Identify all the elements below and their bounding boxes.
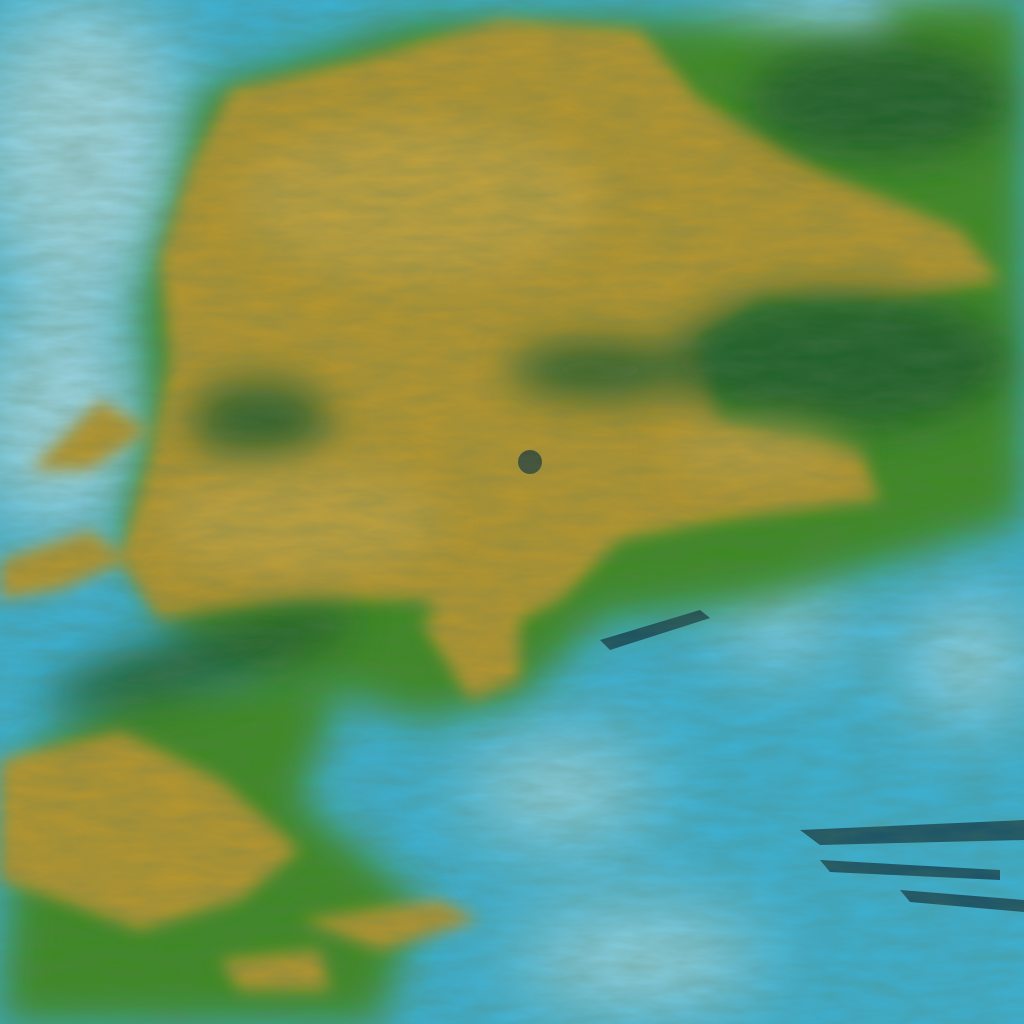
satellite-image: [0, 0, 1024, 1024]
texture-overlay: [0, 0, 1024, 1024]
satellite-scene: [0, 0, 1024, 1024]
